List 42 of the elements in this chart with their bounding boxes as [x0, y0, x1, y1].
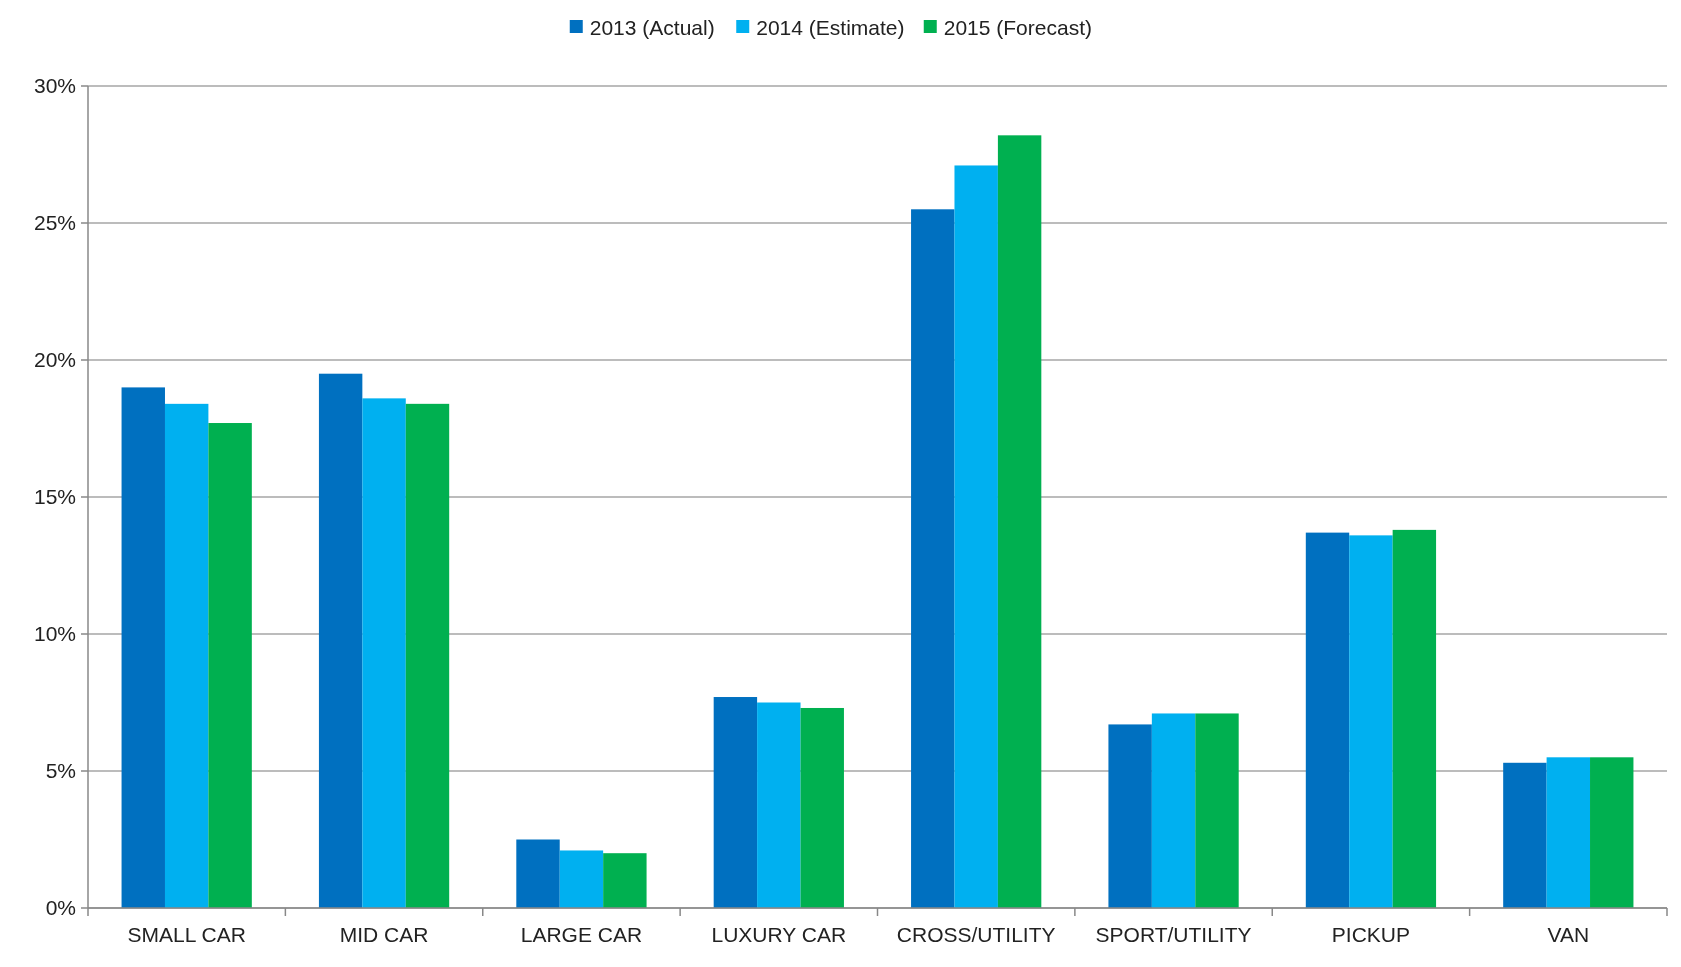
y-tick-label: 5%: [45, 759, 76, 783]
bar: [911, 209, 955, 908]
x-tick-label: LARGE CAR: [520, 923, 643, 946]
bar: [1151, 713, 1196, 908]
bar: [1349, 535, 1393, 908]
x-tick-label: SPORT/UTILITY: [1095, 923, 1252, 946]
x-tick-label: CROSS/UTILITY: [896, 923, 1056, 946]
bar: [121, 387, 165, 908]
bar: [318, 373, 363, 908]
y-tick-label: 15%: [33, 485, 76, 509]
bar: [1503, 762, 1547, 908]
bar: [208, 423, 252, 908]
x-tick-label: SMALL CAR: [127, 923, 246, 946]
bar: [800, 707, 844, 908]
bar: [1392, 529, 1437, 908]
bar: [997, 135, 1042, 908]
x-tick-label: LUXURY CAR: [711, 923, 847, 946]
bar: [1546, 757, 1591, 908]
x-tick-label: MID CAR: [339, 923, 429, 946]
legend-label: 2014 (Estimate): [756, 16, 905, 40]
bar: [559, 850, 604, 908]
y-tick-label: 20%: [33, 348, 76, 372]
y-tick-label: 25%: [33, 211, 76, 235]
y-tick-label: 0%: [45, 896, 76, 920]
bar: [1590, 757, 1634, 908]
bar: [1195, 713, 1239, 908]
bar: [362, 398, 406, 908]
y-tick-label: 10%: [33, 622, 76, 646]
bar: [603, 853, 647, 908]
bar: [757, 702, 801, 908]
y-tick-label: 30%: [33, 74, 76, 98]
x-tick-label: PICKUP: [1331, 923, 1411, 946]
bar: [164, 403, 209, 908]
x-tick-label: VAN: [1547, 923, 1590, 946]
legend-label: 2013 (Actual): [589, 16, 715, 40]
legend-label: 2015 (Forecast): [943, 16, 1092, 40]
bar: [1108, 724, 1152, 908]
bar: [1305, 532, 1350, 908]
bar: [405, 403, 450, 908]
bar: [516, 839, 560, 908]
bar: [954, 165, 998, 908]
bar: [713, 697, 758, 908]
